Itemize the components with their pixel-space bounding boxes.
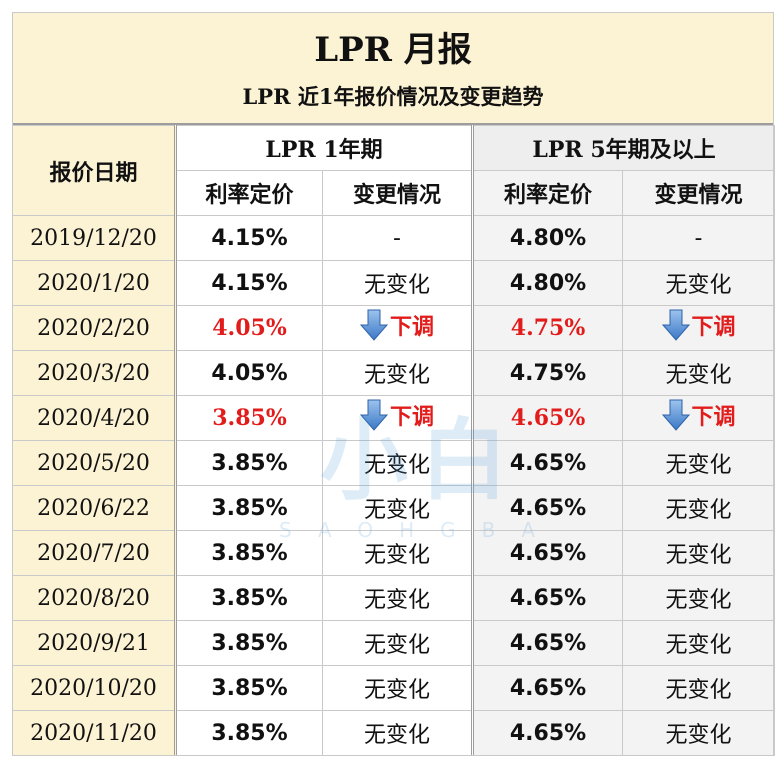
- header-group-5y: LPR 5年期及以上: [471, 125, 776, 171]
- change-1y: 无变化: [321, 485, 474, 531]
- rate-1y: 4.05%: [175, 305, 323, 351]
- change-5y: 无变化: [622, 665, 776, 711]
- change-1y: 无变化: [321, 350, 474, 396]
- table-row: 2019/12/20 4.15% -4.80% -: [12, 215, 776, 261]
- down-arrow-icon: [661, 399, 690, 431]
- rate-1y: 3.85%: [175, 620, 323, 666]
- change-5y: 无变化: [622, 260, 776, 306]
- change-1y: 无变化: [321, 620, 474, 666]
- table-row: 2020/9/21 3.85% 无变化 4.65% 无变化: [12, 620, 776, 666]
- change-1y: 无变化: [321, 440, 474, 486]
- change-5y: 无变化: [622, 620, 776, 666]
- change-label: 下调: [691, 314, 736, 340]
- change-1y: 无变化: [321, 710, 474, 756]
- change-label: 下调: [691, 404, 736, 430]
- table-body: 2019/12/20 4.15% -4.80% -2020/1/20 4.15% 无变化 4…: [12, 215, 776, 756]
- table-row: 2020/1/20 4.15% 无变化 4.80% 无变化: [12, 260, 776, 306]
- change-5y: 无变化: [622, 350, 776, 396]
- outer-frame: [12, 12, 774, 756]
- page-title: LPR 月报: [314, 30, 472, 70]
- row-date: 2020/4/20: [12, 395, 177, 441]
- table-row: 2020/11/20 3.85% 无变化 4.65% 无变化: [12, 710, 776, 756]
- table-row: 2020/6/22 3.85% 无变化 4.65% 无变化: [12, 485, 776, 531]
- change-1y: 无变化: [321, 665, 474, 711]
- change-5y: -: [622, 215, 776, 261]
- row-date: 2020/8/20: [12, 575, 177, 621]
- row-date: 2019/12/20: [12, 215, 177, 261]
- rate-5y: 4.75%: [471, 350, 624, 396]
- rate-5y: 4.80%: [471, 260, 624, 306]
- table-row: 2020/10/20 3.85% 无变化 4.65% 无变化: [12, 665, 776, 711]
- change-5y: 无变化: [622, 440, 776, 486]
- down-arrow-icon: [360, 309, 388, 341]
- change-label: 下调: [390, 314, 435, 340]
- rate-1y: 4.15%: [175, 260, 323, 306]
- rate-5y: 4.65%: [471, 665, 624, 711]
- rate-5y: 4.80%: [471, 215, 624, 261]
- rate-1y: 3.85%: [175, 485, 323, 531]
- change-5y: 无变化: [622, 575, 776, 621]
- header-date: 报价日期: [12, 125, 177, 216]
- row-date: 2020/9/21: [12, 620, 177, 666]
- rate-5y: 4.65%: [471, 530, 624, 576]
- rate-5y: 4.75%: [471, 305, 624, 351]
- change-5y: 无变化: [622, 710, 776, 756]
- rate-5y: 4.65%: [471, 710, 624, 756]
- change-5y: 无变化: [622, 530, 776, 576]
- table-row: 2020/8/20 3.85% 无变化 4.65% 无变化: [12, 575, 776, 621]
- row-date: 2020/6/22: [12, 485, 177, 531]
- table-row: 2020/2/20 4.05% 下调 4.75% 下调: [12, 305, 776, 351]
- change-1y: 下调: [321, 305, 474, 351]
- lpr-table: 报价日期 LPR 1年期 LPR 5年期及以上 利率定价 变更情况 利率定价 变…: [12, 125, 776, 756]
- header-rate-5y: 利率定价: [471, 170, 624, 216]
- table-row: 2020/3/20 4.05% 无变化 4.75% 无变化: [12, 350, 776, 396]
- change-1y: 无变化: [321, 530, 474, 576]
- change-5y: 下调: [622, 395, 776, 441]
- change-1y: 下调: [321, 395, 474, 441]
- row-date: 2020/11/20: [12, 710, 177, 756]
- down-arrow-icon: [661, 309, 690, 341]
- rate-5y: 4.65%: [471, 575, 624, 621]
- row-date: 2020/2/20: [12, 305, 177, 351]
- rate-5y: 4.65%: [471, 620, 624, 666]
- row-date: 2020/10/20: [12, 665, 177, 711]
- rate-5y: 4.65%: [471, 395, 624, 441]
- page-subtitle: LPR 近1年报价情况及变更趋势: [242, 84, 544, 109]
- down-arrow-icon: [360, 399, 388, 431]
- change-5y: 下调: [622, 305, 776, 351]
- change-label: 下调: [390, 404, 435, 430]
- header-rate-1y: 利率定价: [175, 170, 323, 216]
- table-row: 2020/7/20 3.85% 无变化 4.65% 无变化: [12, 530, 776, 576]
- title-band: LPR 月报 LPR 近1年报价情况及变更趋势: [12, 12, 774, 125]
- table-row: 2020/5/20 3.85% 无变化 4.65% 无变化: [12, 440, 776, 486]
- row-date: 2020/3/20: [12, 350, 177, 396]
- change-1y: 无变化: [321, 260, 474, 306]
- rate-1y: 3.85%: [175, 710, 323, 756]
- change-5y: 无变化: [622, 485, 776, 531]
- rate-5y: 4.65%: [471, 440, 624, 486]
- row-date: 2020/1/20: [12, 260, 177, 306]
- table-row: 2020/4/20 3.85% 下调 4.65% 下调: [12, 395, 776, 441]
